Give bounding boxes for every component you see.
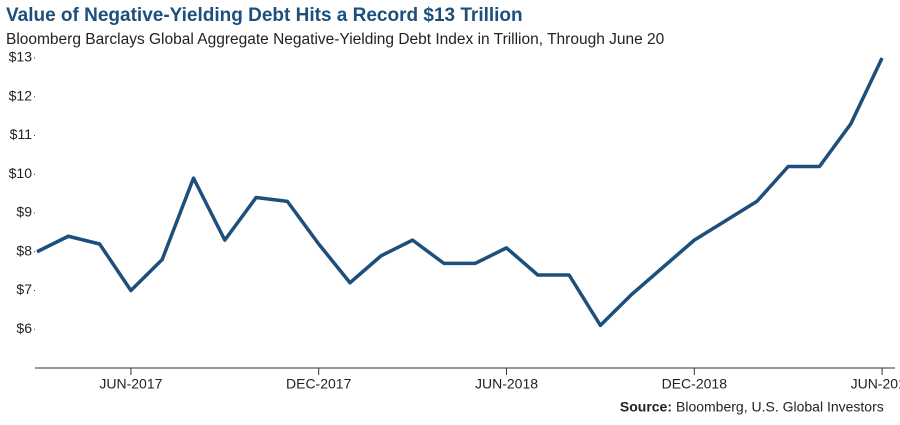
x-tick-label: JUN-2017 <box>99 376 162 392</box>
source-label: Source: <box>620 399 672 415</box>
chart-subtitle: Bloomberg Barclays Global Aggregate Nega… <box>6 31 665 48</box>
y-tick-label: $13 <box>9 49 33 65</box>
y-tick-label: $12 <box>9 87 33 103</box>
x-tick-label: JUN-2018 <box>475 376 538 392</box>
data-line <box>36 57 884 328</box>
y-tick-label: $8 <box>16 242 32 258</box>
chart-title: Value of Negative-Yielding Debt Hits a R… <box>6 5 523 26</box>
source: Bloomberg, U.S. Global Investors <box>676 399 884 415</box>
y-tick-label: $10 <box>9 165 33 181</box>
y-tick-label: $6 <box>16 320 32 336</box>
x-tick-label: JUN-2019 <box>851 376 900 392</box>
x-tick-label: DEC-2017 <box>286 376 352 392</box>
y-tick-label: $11 <box>10 126 33 142</box>
y-tick-label: $7 <box>16 281 32 297</box>
x-tick-label: DEC-2018 <box>662 376 728 392</box>
y-tick-label: $9 <box>16 204 32 220</box>
